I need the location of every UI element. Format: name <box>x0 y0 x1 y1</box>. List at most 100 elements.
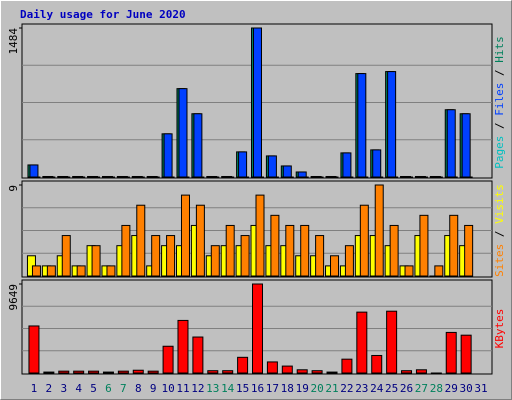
bar <box>326 371 338 374</box>
bar <box>464 224 474 277</box>
bar <box>404 176 414 178</box>
x-tick-label: 17 <box>266 382 279 395</box>
bar <box>91 176 101 178</box>
bar <box>430 372 442 374</box>
bar <box>135 176 145 178</box>
x-tick-label: 10 <box>161 382 174 395</box>
bar <box>29 164 39 178</box>
bar <box>61 235 71 277</box>
bar <box>88 370 100 374</box>
legend-entry: Visits <box>493 184 506 224</box>
x-tick-label: 12 <box>191 382 204 395</box>
bar <box>117 370 129 374</box>
bar <box>311 370 323 374</box>
bar <box>106 265 116 277</box>
bar <box>46 265 56 277</box>
bar <box>463 176 473 178</box>
bar <box>253 27 262 178</box>
bar <box>267 155 277 178</box>
legend-entry: Sites <box>493 244 506 277</box>
bar <box>344 245 354 277</box>
bar <box>76 265 86 277</box>
x-tick-label: 13 <box>206 382 219 395</box>
bar <box>105 176 115 178</box>
bar <box>151 235 161 277</box>
x-tick-label: 3 <box>60 382 67 395</box>
bar <box>461 113 471 178</box>
bar <box>121 224 131 277</box>
bar <box>132 369 144 374</box>
bar <box>225 176 235 178</box>
bar <box>297 171 307 178</box>
legend-separator: / <box>493 63 506 83</box>
x-tick-label: 15 <box>236 382 249 395</box>
x-tick-label: 30 <box>460 382 473 395</box>
x-tick-label: 5 <box>90 382 97 395</box>
bar <box>386 310 398 374</box>
bar <box>91 245 101 277</box>
bar <box>31 176 41 178</box>
bar <box>150 176 160 178</box>
bar <box>460 334 472 374</box>
x-tick-label: 27 <box>415 382 428 395</box>
chart-title: Daily usage for June 2020 <box>20 8 186 21</box>
bar <box>270 214 280 277</box>
x-tick-label: 28 <box>430 382 443 395</box>
bar <box>299 176 309 178</box>
bar <box>238 151 248 178</box>
bar <box>389 224 399 277</box>
legend-entry: Hits <box>493 36 506 63</box>
bar <box>434 265 444 277</box>
bar <box>76 176 86 178</box>
bar <box>433 176 443 178</box>
legend-separator: / <box>493 224 506 244</box>
bar <box>61 176 71 178</box>
bar <box>359 204 369 277</box>
bar <box>240 176 250 178</box>
y-tick-label: 1484 <box>7 28 20 55</box>
bar <box>255 194 265 277</box>
bar <box>237 356 249 374</box>
x-tick-label: 8 <box>135 382 142 395</box>
bar <box>222 370 234 374</box>
bar <box>193 113 203 178</box>
bar <box>445 331 457 374</box>
legend-entry: Pages <box>493 136 506 169</box>
bar <box>285 224 295 277</box>
legend: Pages / Files / Hits <box>493 36 506 169</box>
bar <box>252 283 263 374</box>
bar <box>448 176 458 178</box>
bar <box>195 204 205 277</box>
bar <box>374 184 384 277</box>
bar <box>266 361 278 374</box>
bar <box>314 176 324 178</box>
bar <box>341 358 353 374</box>
bar <box>404 265 414 277</box>
x-tick-label: 31 <box>474 382 487 395</box>
bar <box>120 176 130 178</box>
x-tick-label: 9 <box>150 382 157 395</box>
x-tick-label: 22 <box>340 382 353 395</box>
bar <box>356 311 368 374</box>
x-tick-label: 19 <box>296 382 309 395</box>
x-tick-label: 4 <box>75 382 82 395</box>
x-tick-label: 11 <box>176 382 189 395</box>
bar <box>178 88 188 178</box>
x-tick-label: 18 <box>281 382 294 395</box>
bar <box>58 370 70 374</box>
bar <box>43 371 55 374</box>
x-tick-label: 20 <box>310 382 323 395</box>
bar <box>282 165 292 178</box>
x-tick-label: 16 <box>251 382 264 395</box>
bar <box>162 345 174 374</box>
bar <box>210 245 220 277</box>
bar <box>344 176 354 178</box>
x-tick-label: 24 <box>370 382 384 395</box>
x-tick-label: 14 <box>221 382 235 395</box>
bar <box>284 176 294 178</box>
bar <box>419 214 429 277</box>
bar <box>387 71 397 178</box>
bar <box>31 265 41 277</box>
